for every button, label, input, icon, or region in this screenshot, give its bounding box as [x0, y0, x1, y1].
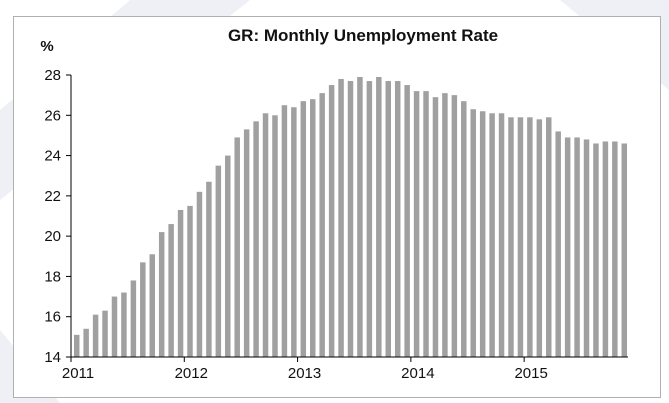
x-tick-label: 2013: [288, 365, 321, 382]
bar-2012-11: [281, 105, 288, 358]
bar-2012-08: [253, 121, 259, 357]
bar-2014-09: [489, 113, 495, 358]
bar-2012-07: [243, 129, 250, 357]
bar-2014-12: [517, 117, 524, 357]
bar-2012-12: [291, 107, 297, 357]
bar-2013-08: [366, 81, 373, 357]
bar-2013-10: [385, 81, 391, 357]
bar-2011-04: [102, 310, 108, 357]
bar-2011-01: [73, 334, 80, 357]
bar-2015-09: [602, 141, 609, 357]
bar-2013-11: [394, 81, 401, 357]
bar-2015-08: [593, 143, 599, 357]
bar-2013-07: [357, 77, 363, 357]
bar-2015-07: [583, 139, 590, 357]
bar-2013-02: [310, 99, 316, 358]
bar-2013-01: [300, 101, 307, 357]
bar-2014-03: [432, 97, 439, 357]
bar-2011-07: [130, 280, 137, 357]
bar-2012-03: [206, 181, 212, 357]
x-tick-label: 2014: [401, 365, 434, 382]
bar-2014-01: [413, 91, 420, 358]
bar-2011-08: [140, 262, 146, 357]
bar-2013-09: [376, 77, 382, 357]
bar-2015-06: [574, 137, 580, 357]
y-tick-label: 16: [44, 309, 61, 326]
bar-2011-02: [83, 328, 89, 357]
y-tick-label: 24: [44, 148, 61, 165]
y-tick-label: 20: [44, 228, 61, 245]
y-tick-label: 22: [44, 188, 61, 205]
bars-group: [73, 77, 628, 358]
bar-2012-09: [262, 113, 269, 358]
chart-panel: [13, 16, 661, 398]
bar-2015-02: [536, 119, 543, 357]
bar-2014-05: [451, 95, 458, 357]
bar-2015-04: [555, 131, 561, 357]
bar-2015-03: [546, 117, 552, 357]
bar-2012-10: [272, 115, 278, 357]
bar-2014-10: [498, 113, 505, 358]
bar-2011-06: [121, 292, 127, 357]
bar-2014-06: [461, 101, 467, 357]
bar-2012-05: [225, 155, 231, 357]
bar-2015-05: [564, 137, 571, 357]
y-axis: 14 16 18 20 22 24 26 28: [44, 67, 72, 366]
bar-2013-04: [328, 85, 335, 357]
bar-2011-03: [92, 314, 99, 357]
bar-2012-01: [187, 205, 193, 357]
bar-2013-12: [404, 85, 410, 357]
bar-2015-10: [612, 141, 618, 357]
bar-2012-04: [215, 165, 222, 357]
bar-2014-11: [508, 117, 514, 357]
y-tick-label: 18: [44, 268, 61, 285]
bar-2015-01: [527, 117, 533, 357]
bar-2011-10: [158, 232, 165, 357]
x-tick-label: 2011: [62, 365, 94, 382]
bar-2013-03: [319, 93, 325, 357]
bar-2014-08: [479, 111, 486, 357]
bar-2011-09: [149, 254, 155, 357]
x-tick-label: 2012: [175, 365, 208, 382]
bar-2015-11: [621, 143, 628, 357]
y-axis-unit-label: %: [40, 38, 53, 55]
bar-2013-05: [338, 79, 344, 357]
x-axis: 2011 2012 2013 2014 2015: [62, 356, 628, 382]
bar-2011-05: [111, 296, 118, 357]
bar-2014-07: [470, 109, 476, 358]
bar-2014-04: [442, 93, 448, 357]
bar-2012-02: [196, 191, 203, 357]
y-tick-label: 26: [44, 107, 61, 124]
y-tick-label: 28: [44, 67, 61, 84]
chart-title: GR: Monthly Unemployment Rate: [228, 26, 498, 45]
bar-2011-11: [168, 224, 174, 357]
y-tick-label: 14: [44, 349, 61, 366]
bar-2013-06: [347, 81, 354, 357]
x-tick-label: 2015: [514, 365, 547, 382]
bar-2011-12: [177, 209, 184, 357]
bar-2014-02: [423, 91, 429, 358]
bar-2012-06: [234, 137, 240, 357]
